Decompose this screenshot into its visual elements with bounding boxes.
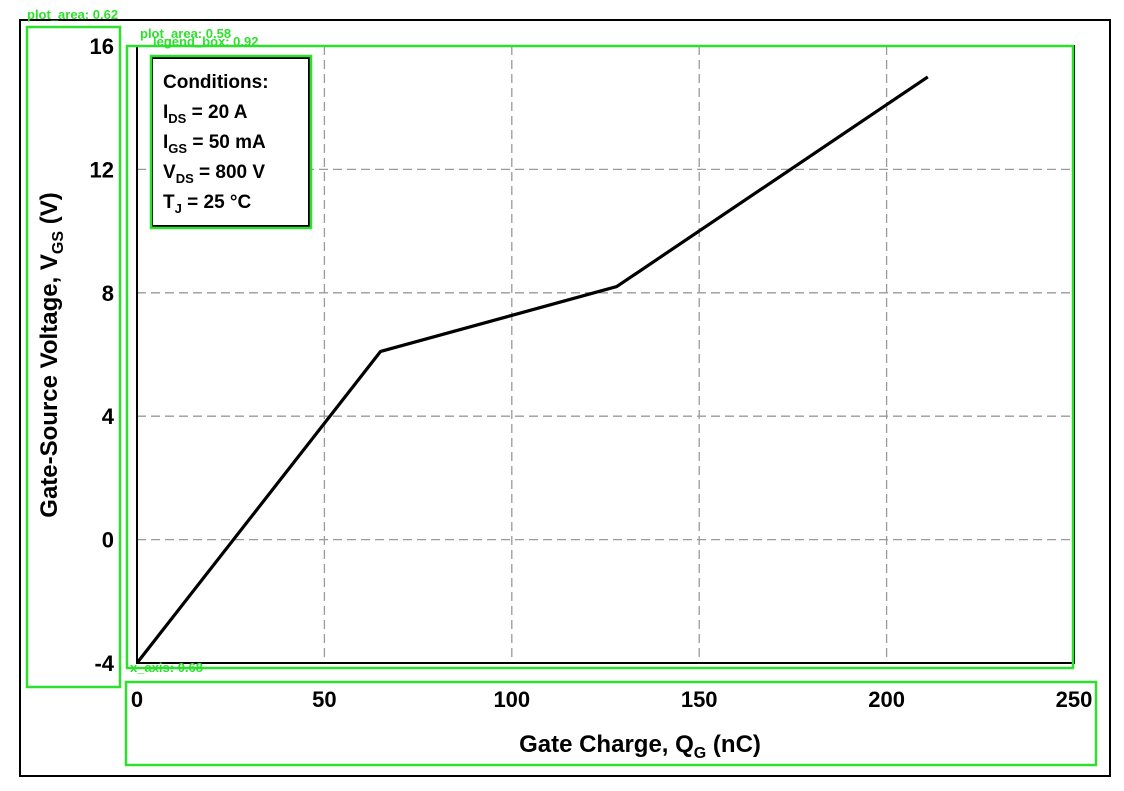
y-tick-label-1: 0 bbox=[102, 528, 114, 553]
detection-overlays: plot_area: 0.62 plot_area: 0.58 legend_b… bbox=[25, 7, 1098, 767]
y-tick-label-4: 12 bbox=[90, 157, 114, 182]
plot-detection-label: plot_area: 0.58 bbox=[140, 26, 231, 41]
y-tick-label-3: 8 bbox=[102, 281, 114, 306]
x-axis-title: Gate Charge, QG (nC) bbox=[519, 731, 761, 762]
legend-line-0: IDS = 20 A bbox=[163, 102, 248, 126]
x-tick-label-0: 0 bbox=[131, 687, 143, 712]
x-axis-title-subscript: G bbox=[694, 745, 706, 762]
y-axis-detection-label: plot_area: 0.62 bbox=[27, 7, 118, 22]
legend-detection-box bbox=[149, 54, 313, 230]
y-tick-label-0: -4 bbox=[94, 651, 114, 676]
legend-lines: IDS = 20 A IGS = 50 mA VDS = 800 V TJ = 25 … bbox=[163, 102, 266, 216]
y-axis-title: Gate-Source Voltage, VGS (V) bbox=[36, 192, 67, 517]
y-tick-label-5: 16 bbox=[90, 34, 114, 59]
y-axis-detection-box bbox=[25, 25, 122, 689]
x-tick-label-1: 50 bbox=[312, 687, 336, 712]
x-tick-label-4: 200 bbox=[868, 687, 905, 712]
legend-line-3: TJ = 25 °C bbox=[163, 192, 252, 216]
legend-box: Conditions: IDS = 20 A IGS = 50 mA VDS = 8… bbox=[151, 57, 310, 227]
y-axis-title-subscript: GS bbox=[50, 231, 67, 254]
x-axis-detection-label: x_axis: 0.68 bbox=[130, 660, 203, 675]
tick-labels: 0 50 100 150 200 250 -4 0 4 8 12 16 bbox=[90, 34, 1093, 712]
legend-frame bbox=[151, 57, 310, 227]
legend-line-2: VDS = 800 V bbox=[163, 162, 265, 186]
legend-title: Conditions: bbox=[163, 72, 269, 93]
y-tick-label-2: 4 bbox=[102, 404, 115, 429]
x-tick-label-5: 250 bbox=[1056, 687, 1093, 712]
plot-detection-box bbox=[125, 44, 1075, 670]
series-group bbox=[135, 75, 929, 664]
x-tick-label-3: 150 bbox=[681, 687, 718, 712]
x-tick-label-2: 100 bbox=[493, 687, 530, 712]
x-axis-detection-box bbox=[124, 680, 1098, 767]
series-line-0 bbox=[135, 75, 929, 664]
legend-line-1: IGS = 50 mA bbox=[163, 132, 266, 156]
legend-detection-label: legend_box: 0.92 bbox=[153, 34, 258, 49]
